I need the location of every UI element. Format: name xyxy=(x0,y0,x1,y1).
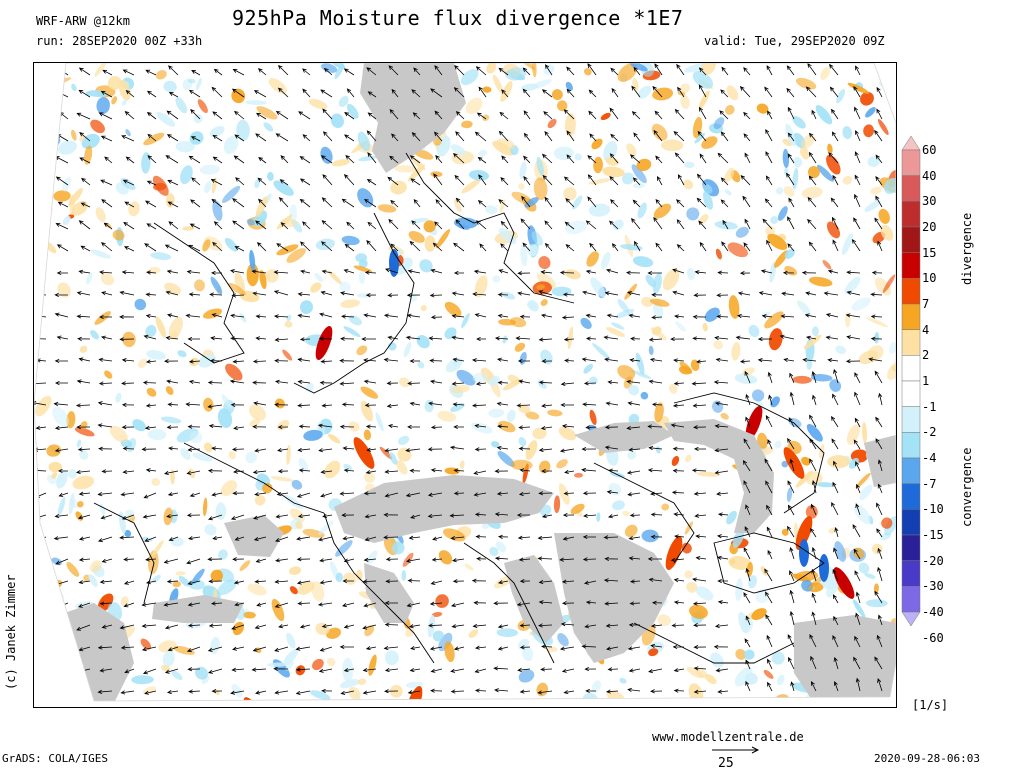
colorbar-tick-label: 7 xyxy=(922,297,930,311)
massif-central xyxy=(224,515,284,557)
colorbar-tick-label: 30 xyxy=(922,194,937,209)
coastline xyxy=(183,442,325,514)
colorbar-swatch xyxy=(901,586,921,613)
colorbar-swatch xyxy=(901,406,921,433)
alps xyxy=(334,475,554,543)
turkey-mountains xyxy=(794,615,896,701)
colorbar-swatch xyxy=(901,226,921,253)
carpathians-west xyxy=(574,421,674,453)
coastline xyxy=(405,152,575,304)
valid-time-label: valid: Tue, 29SEP2020 09Z xyxy=(704,34,885,48)
website-link[interactable]: www.modellzentrale.de xyxy=(652,730,804,744)
colorbar-tick-label: 15 xyxy=(922,245,937,260)
colorbar-swatch xyxy=(901,175,921,202)
colorbar-swatch xyxy=(901,149,921,176)
model-label: WRF-ARW @12km xyxy=(36,14,130,28)
colorbar-swatch xyxy=(901,509,921,536)
scandinavian-mountains xyxy=(360,63,466,173)
colorbar-tick-label: -15 xyxy=(922,528,944,542)
colorbar-swatch xyxy=(901,380,921,407)
colorbar-swatch xyxy=(901,355,921,382)
coastline xyxy=(713,532,825,594)
coastline xyxy=(93,502,155,604)
coastline xyxy=(593,462,695,564)
colorbar-swatch xyxy=(901,432,921,459)
colorbar-swatch xyxy=(901,457,921,484)
apennines xyxy=(364,563,414,623)
colorbar-swatch xyxy=(901,329,921,356)
balkan-mountains xyxy=(554,533,674,663)
colorbar-tick-label: 40 xyxy=(922,168,937,183)
coastlines-and-borders xyxy=(93,152,825,664)
domain-outline xyxy=(34,63,896,702)
pyrenees xyxy=(152,595,244,623)
colorbar-tick-label: 4 xyxy=(922,322,930,337)
vector-reference-arrow xyxy=(710,744,762,764)
carpathians-east xyxy=(664,419,774,533)
coastline xyxy=(323,512,435,664)
colorbar-swatch xyxy=(901,560,921,587)
units-label: [1/s] xyxy=(912,698,949,712)
colorbar-tick-label: 60 xyxy=(922,143,937,157)
colorbar xyxy=(900,136,934,626)
coastline xyxy=(293,212,415,394)
colorbar-tick-label: -60 xyxy=(922,630,944,645)
datestamp: 2020-09-28-06:03 xyxy=(874,752,980,765)
colorbar-tick-label: -10 xyxy=(922,502,944,517)
wind-vector-arrows xyxy=(34,63,883,697)
colorbar-swatch xyxy=(901,278,921,305)
colorbar-swatch xyxy=(901,303,921,330)
colorbar-swatch xyxy=(901,611,921,626)
chart-title: 925hPa Moisture flux divergence *1E7 xyxy=(232,6,684,30)
convergence-label: convergence xyxy=(960,447,974,527)
colorbar-swatch xyxy=(901,252,921,279)
divergence-label: divergence xyxy=(960,212,974,285)
colorbar-swatch xyxy=(901,136,921,151)
colorbar-swatch xyxy=(901,483,921,510)
colorbar-swatch xyxy=(901,201,921,228)
weather-map xyxy=(33,62,897,708)
coastline xyxy=(153,222,245,364)
colorbar-tick-label: -4 xyxy=(922,451,937,465)
colorbar-tick-label: 20 xyxy=(922,220,937,234)
colorbar-tick-label: -20 xyxy=(922,553,944,568)
colorbar-tick-label: 10 xyxy=(922,271,937,286)
coastline xyxy=(633,622,795,664)
coastline xyxy=(673,392,825,514)
colorbar-swatch xyxy=(901,534,921,561)
colorbar-tick-label: -30 xyxy=(922,579,944,594)
coastline xyxy=(463,542,555,664)
colorbar-tick-label: -40 xyxy=(922,605,944,619)
grads-credit: GrADS: COLA/IGES xyxy=(2,752,108,765)
colorbar-tick-label: 1 xyxy=(922,374,930,388)
colorbar-tick-label: -7 xyxy=(922,476,937,491)
colorbar-tick-label: -2 xyxy=(922,425,937,440)
colorbar-tick-label: 2 xyxy=(922,348,930,363)
vector-reference-label: 25 xyxy=(718,756,734,771)
dinaric-alps xyxy=(504,555,564,643)
run-time-label: run: 28SEP2020 00Z +33h xyxy=(36,34,203,48)
copyright-label: (c) Janek Zimmer xyxy=(4,574,18,690)
colorbar-tick-label: -1 xyxy=(922,399,937,414)
